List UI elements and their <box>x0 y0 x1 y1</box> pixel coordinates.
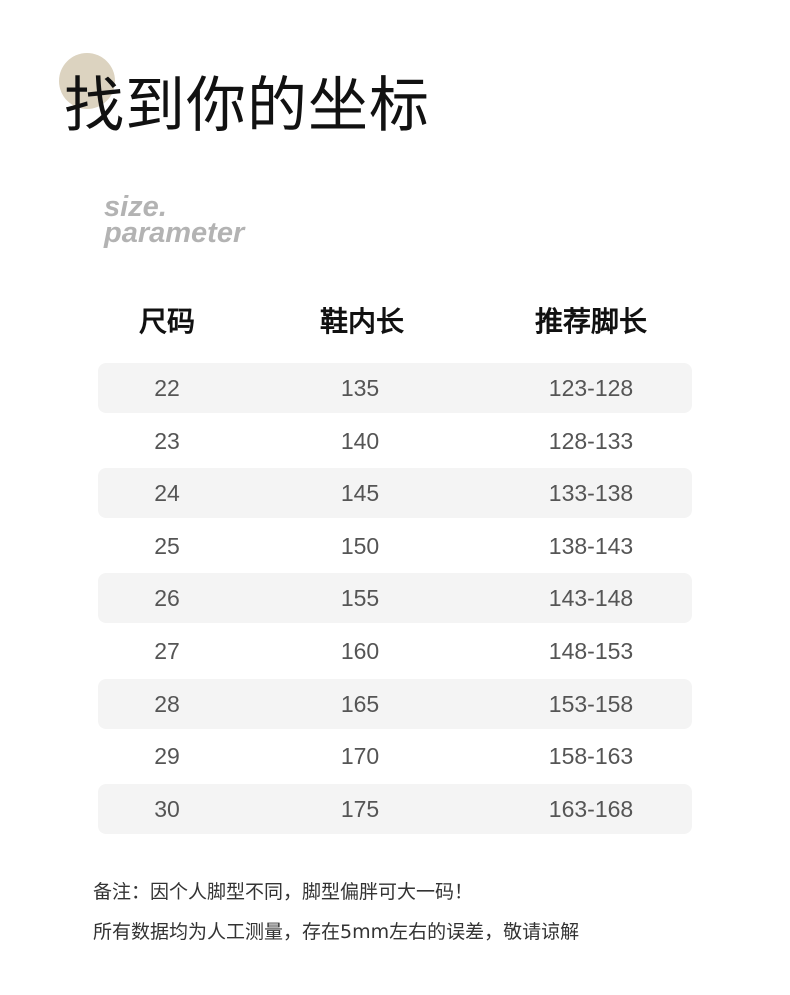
cell-size: 27 <box>154 638 180 664</box>
cell-inner-length: 145 <box>340 480 380 507</box>
cell-foot-length: 123-128 <box>548 375 634 401</box>
table-row: 29 170 158-163 <box>98 731 692 781</box>
cell-foot-length: 153-158 <box>548 690 634 717</box>
table-row: 22 135 123-128 <box>98 363 692 413</box>
table-row: 23 140 128-133 <box>98 416 692 466</box>
cell-inner-length: 165 <box>340 690 380 717</box>
cell-foot-length: 148-153 <box>548 638 634 664</box>
cell-inner-length: 175 <box>340 795 380 822</box>
cell-size: 22 <box>154 375 180 401</box>
table-row: 26 155 143-148 <box>98 573 692 624</box>
cell-size: 30 <box>154 795 180 822</box>
table-row: 27 160 148-153 <box>98 626 692 676</box>
cell-foot-length: 158-163 <box>548 743 634 770</box>
header-foot-length: 推荐脚长 <box>534 305 648 338</box>
cell-inner-length: 140 <box>340 427 380 454</box>
cell-foot-length: 133-138 <box>548 480 634 507</box>
table-row: 30 175 163-168 <box>98 783 692 834</box>
cell-foot-length: 163-168 <box>548 795 634 822</box>
header-size: 尺码 <box>138 305 196 338</box>
subtitle-size: size. <box>104 191 167 223</box>
cell-foot-length: 143-148 <box>548 585 634 612</box>
cell-foot-length: 128-133 <box>548 427 634 454</box>
header-inner-length: 鞋内长 <box>319 305 405 338</box>
decorative-circle <box>59 53 115 109</box>
cell-inner-length: 135 <box>340 375 380 401</box>
table-row: 24 145 133-138 <box>98 468 692 519</box>
cell-inner-length: 155 <box>340 585 380 612</box>
cell-foot-length: 138-143 <box>548 532 634 559</box>
page-title: 找到你的坐标 <box>64 71 430 141</box>
cell-size: 28 <box>154 690 180 717</box>
note-line-2: 所有数据均为人工测量，存在5mm左右的误差，敬请谅解 <box>93 921 580 943</box>
cell-inner-length: 150 <box>340 532 380 559</box>
table-row: 28 165 153-158 <box>98 678 692 729</box>
table-row: 25 150 138-143 <box>98 521 692 571</box>
note-line-1: 备注：因个人脚型不同，脚型偏胖可大一码！ <box>93 881 474 903</box>
cell-inner-length: 160 <box>340 638 380 664</box>
cell-inner-length: 170 <box>340 743 380 770</box>
subtitle-parameter: parameter <box>104 217 245 249</box>
cell-size: 26 <box>154 585 180 612</box>
cell-size: 25 <box>154 532 180 559</box>
cell-size: 23 <box>154 427 180 454</box>
cell-size: 29 <box>154 743 180 770</box>
cell-size: 24 <box>154 480 180 507</box>
